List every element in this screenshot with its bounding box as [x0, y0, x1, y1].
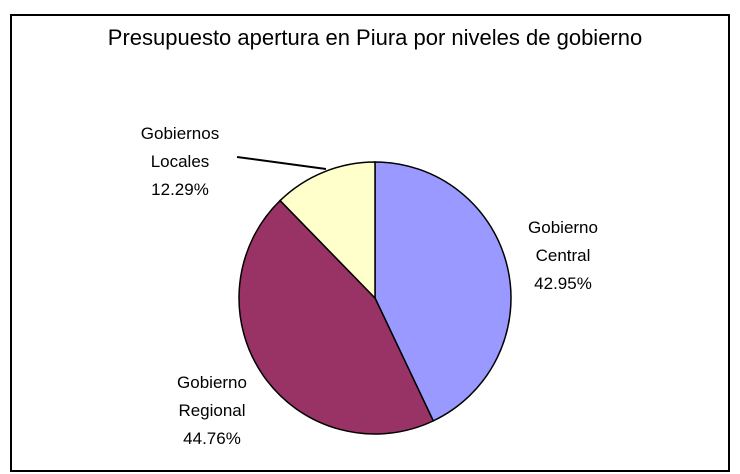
category-label: Gobierno Central	[528, 218, 598, 265]
data-label: Gobierno Central 42.95%	[508, 214, 618, 298]
category-label: Gobiernos Locales	[140, 124, 220, 171]
data-label: Gobiernos Locales 12.29%	[125, 120, 235, 204]
value-label: 44.76%	[183, 429, 241, 448]
pie-slice	[238, 199, 435, 435]
value-label: 12.29%	[151, 180, 209, 199]
pie-slice	[279, 161, 376, 300]
value-label: 42.95%	[534, 274, 592, 293]
leader-line	[236, 156, 327, 170]
pie-slice	[374, 161, 512, 422]
category-label: Gobierno Regional	[177, 373, 247, 420]
chart-title: Presupuesto apertura en Piura por nivele…	[107, 25, 643, 50]
data-label: Gobierno Regional 44.76%	[157, 369, 267, 453]
